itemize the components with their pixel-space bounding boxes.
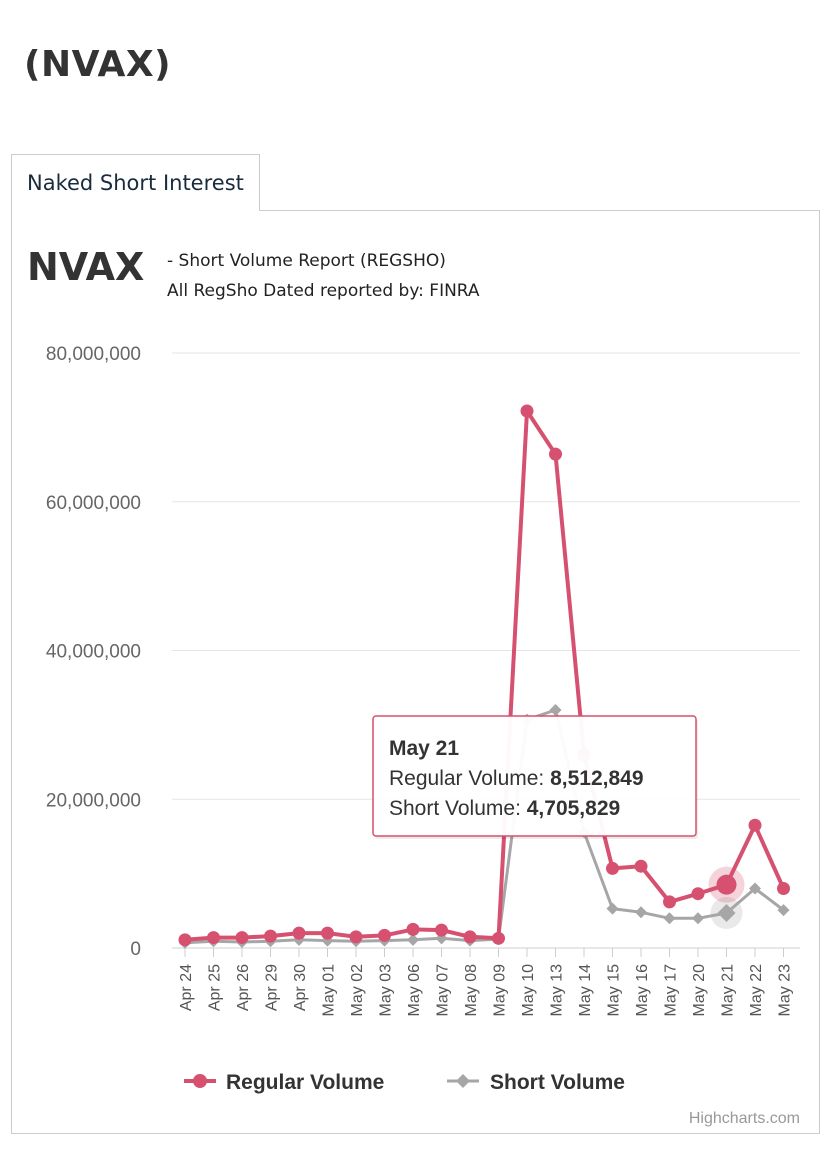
x-tick-label: May 07 [435,964,452,1017]
point-regular-volume [207,931,220,945]
x-tick-label: Apr 29 [264,964,281,1011]
point-regular-volume [520,404,534,418]
tooltip-row: Regular Volume: 8,512,849 [389,767,644,790]
tab-naked-short-interest[interactable]: Naked Short Interest [11,154,260,211]
point-short-volume [692,912,704,925]
legend-marker-regular-volume [193,1074,207,1088]
point-regular-volume [349,930,363,944]
chart-panel [11,210,820,1134]
report-title: - Short Volume Report (REGSHO) [167,251,446,271]
point-regular-volume [716,874,737,895]
point-regular-volume [777,882,790,895]
x-tick-label: May 20 [691,964,708,1017]
point-regular-volume [292,926,306,940]
x-tick-label: May 16 [634,964,651,1017]
x-tick-label: May 23 [777,964,794,1017]
point-regular-volume [634,859,648,873]
ticker-symbol: NVAX [27,245,145,289]
point-regular-volume [606,861,619,875]
tooltip-row-value: 8,512,849 [550,767,643,790]
x-tick-label: May 02 [349,964,366,1017]
x-tick-label: May 14 [577,964,594,1017]
y-tick-label: 60,000,000 [46,493,141,514]
page-title: (NVAX) [24,44,172,85]
point-regular-volume [549,447,562,461]
tooltip-box [372,715,697,837]
tooltip-row: Short Volume: 4,705,829 [389,797,620,820]
tooltip-header: May 21 [389,737,459,760]
point-regular-volume [178,933,192,947]
point-short-volume [717,904,736,923]
point-regular-volume [748,818,762,832]
x-tick-label: May 17 [663,964,680,1017]
series-line-short-volume [184,708,785,945]
point-regular-volume [235,931,249,945]
point-short-volume [663,912,676,925]
x-tick-label: May 01 [321,964,338,1017]
point-regular-volume [463,930,477,944]
series-line-regular-volume [184,409,786,942]
y-tick-label: 0 [130,939,141,960]
x-tick-label: May 10 [520,964,537,1017]
x-tick-label: Apr 26 [235,964,252,1011]
point-regular-volume [321,926,334,940]
x-tick-label: May 06 [406,964,423,1017]
tab-label: Naked Short Interest [27,171,244,195]
point-regular-volume [378,928,391,942]
x-tick-label: May 22 [748,964,765,1017]
x-tick-label: Apr 24 [178,964,195,1011]
point-short-volume [407,933,419,946]
tooltip-row-label: Short Volume: [389,797,527,820]
point-short-volume [635,906,647,919]
point-short-volume [749,882,761,895]
point-regular-volume [406,922,420,936]
y-tick-label: 20,000,000 [46,790,141,811]
tooltip-row-label: Regular Volume: [389,767,550,790]
point-regular-volume [691,887,705,901]
legend-marker-short-volume [456,1074,470,1088]
x-tick-label: May 15 [606,964,623,1017]
point-regular-volume [264,929,277,943]
x-tick-label: May 03 [378,964,395,1017]
point-short-volume [606,902,619,915]
report-source: All RegSho Dated reported by: FINRA [167,281,480,301]
tooltip-row-value: 4,705,829 [527,797,620,820]
legend-label-short-volume[interactable]: Short Volume [490,1071,625,1094]
y-tick-label: 40,000,000 [46,642,141,663]
y-tick-label: 80,000,000 [46,344,141,365]
legend-label-regular-volume[interactable]: Regular Volume [226,1071,384,1094]
x-tick-label: Apr 25 [207,964,224,1011]
x-tick-label: Apr 30 [292,964,309,1011]
point-short-volume [777,904,790,917]
x-tick-label: May 13 [549,964,566,1017]
point-regular-volume [492,931,505,945]
point-regular-volume [663,895,676,909]
x-tick-label: May 21 [720,964,737,1017]
point-regular-volume [435,923,448,937]
credits-link[interactable]: Highcharts.com [689,1110,800,1127]
x-tick-label: May 09 [492,964,509,1017]
x-tick-label: May 08 [463,964,480,1017]
point-short-volume [549,704,562,716]
